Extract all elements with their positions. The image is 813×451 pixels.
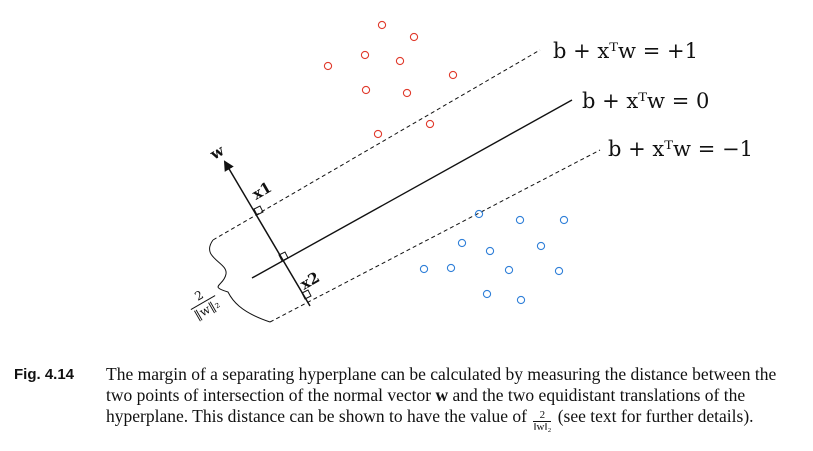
red-point xyxy=(377,20,387,30)
red-point xyxy=(361,85,371,95)
red-point xyxy=(409,32,419,42)
blue-point xyxy=(515,215,525,225)
caption-fraction-num: 2 xyxy=(533,410,552,422)
svm-margin-figure: w x1 x2 2 ‖w‖₂ b + xᵀw = +1 b + xᵀw = 0 … xyxy=(190,20,753,323)
figure-caption: Fig. 4.14 The margin of a separating hyp… xyxy=(14,364,804,433)
equation-plus-one: b + xᵀw = +1 xyxy=(553,39,698,63)
red-point xyxy=(402,88,412,98)
margin-brace xyxy=(209,239,271,323)
caption-text-3: (see text for further details). xyxy=(553,406,754,426)
caption-text: The margin of a separating hyperplane ca… xyxy=(106,364,804,433)
caption-bold-w: w xyxy=(435,385,449,405)
blue-point xyxy=(457,238,467,248)
red-point xyxy=(425,119,435,129)
hyperplane-line xyxy=(251,99,573,279)
red-point xyxy=(395,56,405,66)
label-w: w xyxy=(206,141,228,164)
equation-minus-one: b + xᵀw = −1 xyxy=(608,137,753,161)
blue-point xyxy=(504,265,514,275)
red-point xyxy=(373,129,383,139)
red-points xyxy=(323,20,458,139)
blue-point xyxy=(474,209,484,219)
margin-fraction-num: 2 xyxy=(192,288,206,304)
lower-margin-line xyxy=(269,149,601,323)
red-point xyxy=(360,50,370,60)
label-x1: x1 xyxy=(249,178,275,203)
blue-point xyxy=(536,241,546,251)
blue-point xyxy=(446,263,456,273)
margin-fraction: 2 ‖w‖₂ xyxy=(190,288,222,322)
red-point xyxy=(448,70,458,80)
blue-point xyxy=(482,289,492,299)
equation-zero: b + xᵀw = 0 xyxy=(582,89,709,113)
blue-point xyxy=(419,264,429,274)
blue-point xyxy=(554,266,564,276)
caption-text-1: The margin of a separating hyperplane ca… xyxy=(106,364,777,405)
caption-fraction: 2 ‖w‖₂ xyxy=(533,410,552,433)
blue-point xyxy=(559,215,569,225)
upper-margin-line xyxy=(212,49,541,241)
right-angle-x2 xyxy=(301,289,312,300)
caption-fraction-den: ‖w‖₂ xyxy=(533,421,552,433)
blue-points xyxy=(419,209,569,305)
red-point xyxy=(323,61,333,71)
right-angle-hyperplane xyxy=(278,251,289,262)
caption-text-2: and the two equidistant translations of … xyxy=(106,385,746,426)
blue-point xyxy=(516,295,526,305)
normal-vector-w xyxy=(223,160,311,307)
right-angle-x1 xyxy=(253,205,264,216)
figure-label: Fig. 4.14 xyxy=(14,366,75,383)
blue-point xyxy=(485,246,495,256)
